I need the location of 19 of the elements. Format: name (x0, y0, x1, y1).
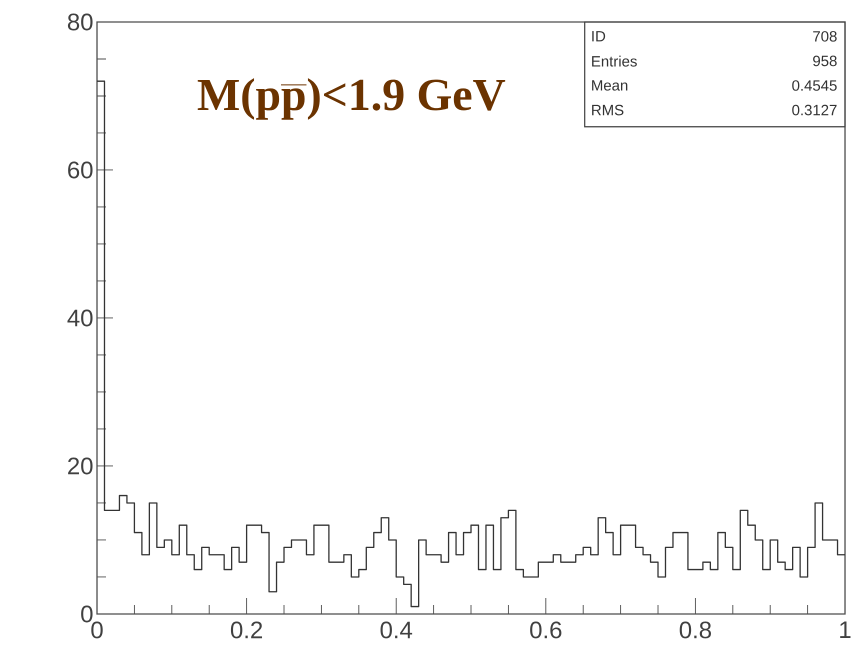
x-tick-label: 0.6 (530, 622, 562, 638)
annotation: Entries (592, 56, 637, 67)
annotation: 958 (813, 56, 837, 66)
annotation: 708 (813, 31, 837, 42)
x-tick-label: 1 (840, 622, 850, 638)
x-tick-label: 0.8 (680, 622, 711, 638)
annotation: RMS (592, 104, 624, 116)
x-tick-label: 0.4 (380, 622, 412, 638)
annotation: Mean (592, 80, 628, 91)
annotation: 0.3127 (792, 104, 837, 116)
text: $\text{M(p}\overline{\text{p}}\text{)<1.9 GeV}$ (198, 78, 506, 120)
y-tick-label: 80 (68, 14, 93, 30)
y-tick-label: 20 (68, 458, 93, 474)
y-tick-label: 0 (81, 606, 93, 622)
annotation: 0.4545 (792, 80, 837, 91)
x-tick-label: 0.2 (230, 622, 262, 638)
annotation: ID (592, 31, 606, 42)
y-tick-label: 60 (68, 162, 93, 178)
y-tick-label: 40 (67, 310, 93, 326)
